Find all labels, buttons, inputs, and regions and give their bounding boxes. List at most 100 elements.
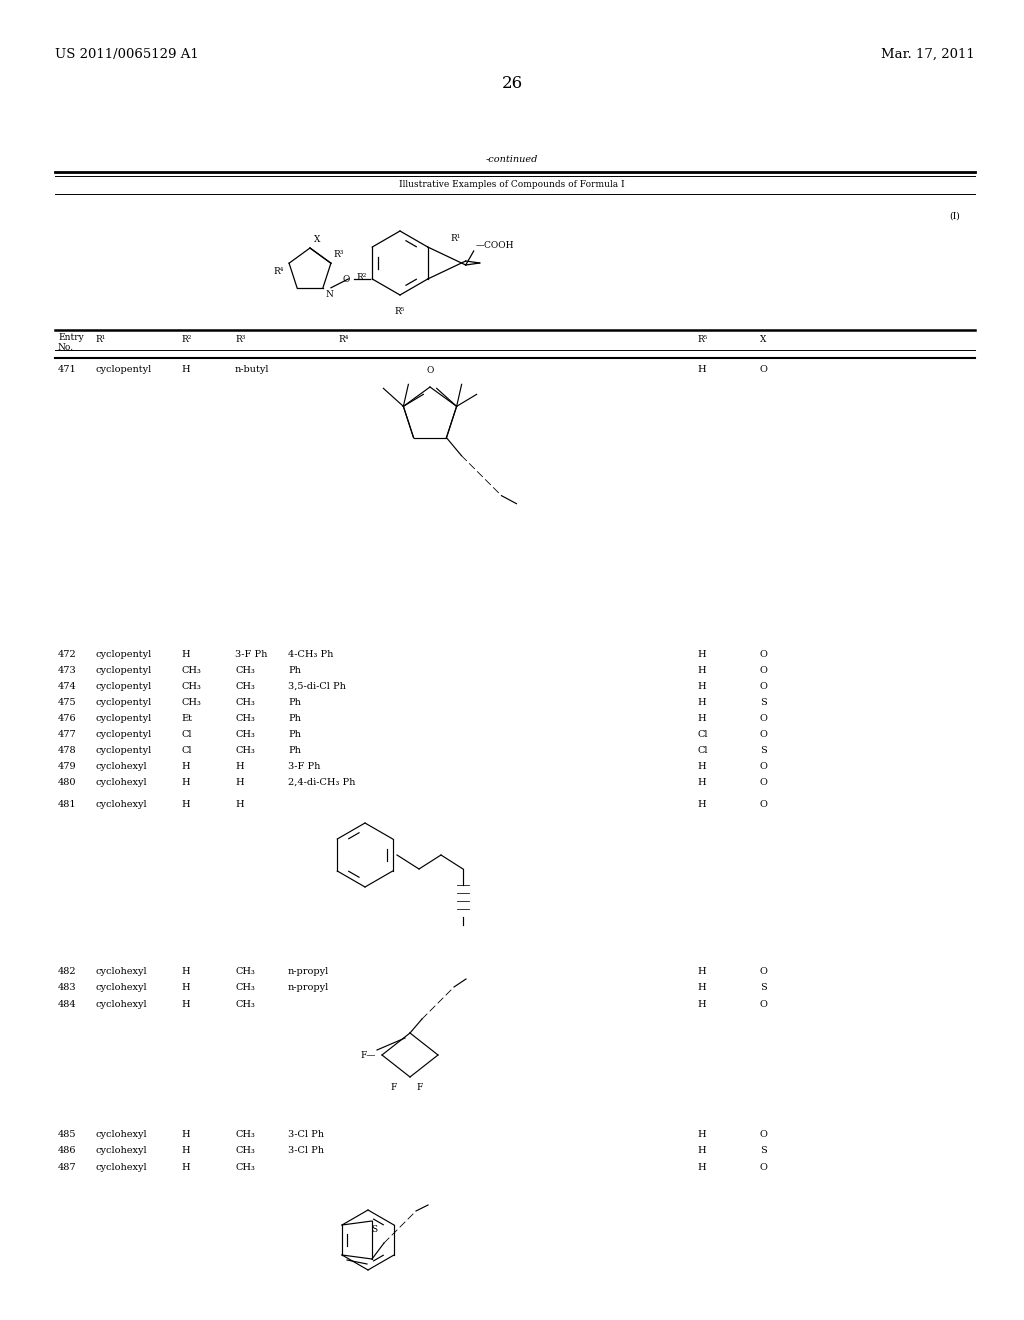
Text: 3,5-di-Cl Ph: 3,5-di-Cl Ph [288,682,346,690]
Text: H: H [181,968,189,975]
Text: cyclopentyl: cyclopentyl [95,714,152,723]
Text: H: H [234,762,244,771]
Text: n-butyl: n-butyl [234,366,269,374]
Text: 3-Cl Ph: 3-Cl Ph [288,1146,324,1155]
Text: H: H [181,366,189,374]
Text: 472: 472 [58,649,77,659]
Text: S: S [760,746,767,755]
Text: (I): (I) [949,213,961,220]
Text: Cl: Cl [181,746,191,755]
Text: cyclohexyl: cyclohexyl [95,1001,146,1008]
Text: cyclopentyl: cyclopentyl [95,746,152,755]
Text: cyclohexyl: cyclohexyl [95,983,146,993]
Text: R³: R³ [234,335,246,345]
Text: -continued: -continued [485,154,539,164]
Text: 474: 474 [58,682,77,690]
Text: Ph: Ph [288,714,301,723]
Text: H: H [181,649,189,659]
Text: CH₃: CH₃ [181,698,201,708]
Text: CH₃: CH₃ [234,682,255,690]
Text: R⁵: R⁵ [395,308,406,315]
Text: O: O [760,682,768,690]
Text: S: S [760,698,767,708]
Text: H: H [234,777,244,787]
Text: 3-Cl Ph: 3-Cl Ph [288,1130,324,1139]
Text: 476: 476 [58,714,77,723]
Text: Ph: Ph [288,746,301,755]
Text: O: O [760,649,768,659]
Text: O: O [760,1130,768,1139]
Text: H: H [697,649,706,659]
Text: H: H [697,762,706,771]
Text: 480: 480 [58,777,77,787]
Text: cyclopentyl: cyclopentyl [95,366,152,374]
Text: R¹: R¹ [95,335,105,345]
Text: CH₃: CH₃ [234,698,255,708]
Text: cyclopentyl: cyclopentyl [95,730,152,739]
Text: Illustrative Examples of Compounds of Formula I: Illustrative Examples of Compounds of Fo… [399,180,625,189]
Text: CH₃: CH₃ [234,730,255,739]
Text: Et: Et [181,714,193,723]
Text: cyclohexyl: cyclohexyl [95,777,146,787]
Text: H: H [697,667,706,675]
Text: S: S [760,1146,767,1155]
Text: cyclohexyl: cyclohexyl [95,1130,146,1139]
Text: 484: 484 [58,1001,77,1008]
Text: 482: 482 [58,968,77,975]
Text: CH₃: CH₃ [181,682,201,690]
Text: R⁵: R⁵ [697,335,708,345]
Text: cyclohexyl: cyclohexyl [95,762,146,771]
Text: H: H [181,1163,189,1172]
Text: H: H [181,1130,189,1139]
Text: H: H [234,800,244,809]
Text: O: O [426,366,434,375]
Text: CH₃: CH₃ [234,746,255,755]
Text: US 2011/0065129 A1: US 2011/0065129 A1 [55,48,199,61]
Text: R²: R² [357,272,368,281]
Text: H: H [697,714,706,723]
Text: 479: 479 [58,762,77,771]
Text: O: O [760,366,768,374]
Text: 481: 481 [58,800,77,809]
Text: H: H [181,1001,189,1008]
Text: 2,4-di-CH₃ Ph: 2,4-di-CH₃ Ph [288,777,355,787]
Text: CH₃: CH₃ [234,1146,255,1155]
Text: O: O [760,1001,768,1008]
Text: H: H [181,983,189,993]
Text: H: H [697,777,706,787]
Text: H: H [181,777,189,787]
Text: R¹: R¹ [451,234,461,243]
Text: Ph: Ph [288,698,301,708]
Text: 4-CH₃ Ph: 4-CH₃ Ph [288,649,334,659]
Text: H: H [697,983,706,993]
Text: 3-F Ph: 3-F Ph [234,649,267,659]
Text: 3-F Ph: 3-F Ph [288,762,321,771]
Text: R²: R² [181,335,191,345]
Text: R³: R³ [334,251,344,259]
Text: —COOH: —COOH [476,240,514,249]
Text: Cl: Cl [697,730,708,739]
Text: n-propyl: n-propyl [288,968,330,975]
Text: O: O [760,667,768,675]
Text: F: F [417,1082,423,1092]
Text: H: H [697,1001,706,1008]
Text: 486: 486 [58,1146,77,1155]
Text: S: S [371,1225,377,1234]
Text: F: F [391,1082,397,1092]
Text: 487: 487 [58,1163,77,1172]
Text: O: O [760,777,768,787]
Text: S: S [760,983,767,993]
Text: R⁴: R⁴ [338,335,348,345]
Text: Mar. 17, 2011: Mar. 17, 2011 [882,48,975,61]
Text: H: H [697,682,706,690]
Text: cyclohexyl: cyclohexyl [95,1146,146,1155]
Text: Ph: Ph [288,730,301,739]
Text: X: X [314,235,321,244]
Text: n-propyl: n-propyl [288,983,330,993]
Text: O: O [760,714,768,723]
Text: H: H [697,800,706,809]
Text: X: X [760,335,766,345]
Text: 477: 477 [58,730,77,739]
Text: CH₃: CH₃ [234,968,255,975]
Text: 478: 478 [58,746,77,755]
